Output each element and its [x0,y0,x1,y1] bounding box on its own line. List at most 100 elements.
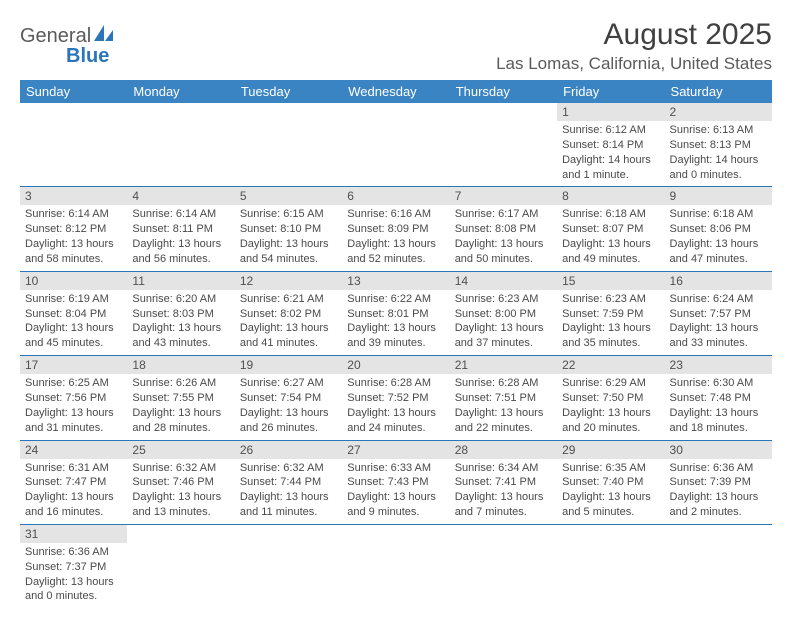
sunrise: Sunrise: 6:24 AM [670,292,767,307]
sunrise: Sunrise: 6:18 AM [562,207,659,222]
daylight: Daylight: 13 hours and 45 minutes. [25,321,122,351]
sunrise: Sunrise: 6:32 AM [240,461,337,476]
calendar-cell [450,524,557,608]
sunrise: Sunrise: 6:22 AM [347,292,444,307]
daylight: Daylight: 13 hours and 2 minutes. [670,490,767,520]
day-details: Sunrise: 6:20 AMSunset: 8:03 PMDaylight:… [127,290,234,355]
calendar-cell [450,103,557,187]
calendar-cell: 22Sunrise: 6:29 AMSunset: 7:50 PMDayligh… [557,356,664,440]
day-details: Sunrise: 6:34 AMSunset: 7:41 PMDaylight:… [450,459,557,524]
sunrise: Sunrise: 6:14 AM [25,207,122,222]
sunrise: Sunrise: 6:13 AM [670,123,767,138]
header: GeneralBlue August 2025 Las Lomas, Calif… [20,18,772,74]
day-header: Tuesday [235,80,342,103]
daylight: Daylight: 13 hours and 0 minutes. [25,575,122,605]
calendar-table: Sunday Monday Tuesday Wednesday Thursday… [20,80,772,608]
day-number: 10 [20,272,127,290]
day-details: Sunrise: 6:14 AMSunset: 8:11 PMDaylight:… [127,205,234,270]
sunrise: Sunrise: 6:36 AM [670,461,767,476]
day-number: 6 [342,187,449,205]
day-details: Sunrise: 6:32 AMSunset: 7:44 PMDaylight:… [235,459,342,524]
sunset: Sunset: 7:41 PM [455,475,552,490]
sunrise: Sunrise: 6:26 AM [132,376,229,391]
sunrise: Sunrise: 6:28 AM [455,376,552,391]
daylight: Daylight: 13 hours and 50 minutes. [455,237,552,267]
daylight: Daylight: 13 hours and 26 minutes. [240,406,337,436]
day-details: Sunrise: 6:24 AMSunset: 7:57 PMDaylight:… [665,290,772,355]
daylight: Daylight: 13 hours and 56 minutes. [132,237,229,267]
sunset: Sunset: 8:00 PM [455,307,552,322]
sunrise: Sunrise: 6:29 AM [562,376,659,391]
calendar-cell: 13Sunrise: 6:22 AMSunset: 8:01 PMDayligh… [342,271,449,355]
sunrise: Sunrise: 6:25 AM [25,376,122,391]
sunset: Sunset: 8:12 PM [25,222,122,237]
day-number: 2 [665,103,772,121]
daylight: Daylight: 13 hours and 41 minutes. [240,321,337,351]
sunset: Sunset: 7:56 PM [25,391,122,406]
sunset: Sunset: 8:10 PM [240,222,337,237]
sunrise: Sunrise: 6:18 AM [670,207,767,222]
calendar-cell: 20Sunrise: 6:28 AMSunset: 7:52 PMDayligh… [342,356,449,440]
calendar-cell: 7Sunrise: 6:17 AMSunset: 8:08 PMDaylight… [450,187,557,271]
daylight: Daylight: 13 hours and 18 minutes. [670,406,767,436]
calendar-row: 1Sunrise: 6:12 AMSunset: 8:14 PMDaylight… [20,103,772,187]
calendar-cell: 27Sunrise: 6:33 AMSunset: 7:43 PMDayligh… [342,440,449,524]
calendar-cell: 24Sunrise: 6:31 AMSunset: 7:47 PMDayligh… [20,440,127,524]
calendar-cell: 3Sunrise: 6:14 AMSunset: 8:12 PMDaylight… [20,187,127,271]
calendar-cell: 2Sunrise: 6:13 AMSunset: 8:13 PMDaylight… [665,103,772,187]
daylight: Daylight: 13 hours and 22 minutes. [455,406,552,436]
sunset: Sunset: 7:48 PM [670,391,767,406]
calendar-row: 24Sunrise: 6:31 AMSunset: 7:47 PMDayligh… [20,440,772,524]
logo-word1: General [20,25,91,47]
calendar-cell: 9Sunrise: 6:18 AMSunset: 8:06 PMDaylight… [665,187,772,271]
daylight: Daylight: 13 hours and 7 minutes. [455,490,552,520]
calendar-cell [342,524,449,608]
sunset: Sunset: 7:37 PM [25,560,122,575]
day-details: Sunrise: 6:35 AMSunset: 7:40 PMDaylight:… [557,459,664,524]
sunset: Sunset: 7:59 PM [562,307,659,322]
calendar-row: 17Sunrise: 6:25 AMSunset: 7:56 PMDayligh… [20,356,772,440]
sunrise: Sunrise: 6:27 AM [240,376,337,391]
day-number: 19 [235,356,342,374]
calendar-cell [342,103,449,187]
day-number: 22 [557,356,664,374]
daylight: Daylight: 14 hours and 0 minutes. [670,153,767,183]
sunrise: Sunrise: 6:23 AM [455,292,552,307]
day-details: Sunrise: 6:36 AMSunset: 7:37 PMDaylight:… [20,543,127,608]
location: Las Lomas, California, United States [496,54,772,74]
day-details: Sunrise: 6:21 AMSunset: 8:02 PMDaylight:… [235,290,342,355]
logo-word2: Blue [20,45,109,67]
sunset: Sunset: 7:51 PM [455,391,552,406]
day-details: Sunrise: 6:12 AMSunset: 8:14 PMDaylight:… [557,121,664,186]
calendar-cell: 8Sunrise: 6:18 AMSunset: 8:07 PMDaylight… [557,187,664,271]
day-number: 9 [665,187,772,205]
title-block: August 2025 Las Lomas, California, Unite… [496,18,772,74]
calendar-cell: 1Sunrise: 6:12 AMSunset: 8:14 PMDaylight… [557,103,664,187]
sunrise: Sunrise: 6:19 AM [25,292,122,307]
day-number: 5 [235,187,342,205]
day-details: Sunrise: 6:23 AMSunset: 7:59 PMDaylight:… [557,290,664,355]
day-number: 1 [557,103,664,121]
calendar-cell [20,103,127,187]
sunset: Sunset: 8:04 PM [25,307,122,322]
sunrise: Sunrise: 6:20 AM [132,292,229,307]
calendar-cell: 11Sunrise: 6:20 AMSunset: 8:03 PMDayligh… [127,271,234,355]
sunset: Sunset: 7:44 PM [240,475,337,490]
day-number: 12 [235,272,342,290]
sunset: Sunset: 7:55 PM [132,391,229,406]
day-details: Sunrise: 6:28 AMSunset: 7:52 PMDaylight:… [342,374,449,439]
sunset: Sunset: 8:07 PM [562,222,659,237]
calendar-cell: 4Sunrise: 6:14 AMSunset: 8:11 PMDaylight… [127,187,234,271]
day-number: 31 [20,525,127,543]
day-number: 21 [450,356,557,374]
sunrise: Sunrise: 6:32 AM [132,461,229,476]
daylight: Daylight: 13 hours and 13 minutes. [132,490,229,520]
daylight: Daylight: 13 hours and 54 minutes. [240,237,337,267]
calendar-cell: 25Sunrise: 6:32 AMSunset: 7:46 PMDayligh… [127,440,234,524]
day-header: Thursday [450,80,557,103]
day-number: 26 [235,441,342,459]
day-details: Sunrise: 6:17 AMSunset: 8:08 PMDaylight:… [450,205,557,270]
day-details: Sunrise: 6:19 AMSunset: 8:04 PMDaylight:… [20,290,127,355]
sunset: Sunset: 8:08 PM [455,222,552,237]
sunrise: Sunrise: 6:15 AM [240,207,337,222]
